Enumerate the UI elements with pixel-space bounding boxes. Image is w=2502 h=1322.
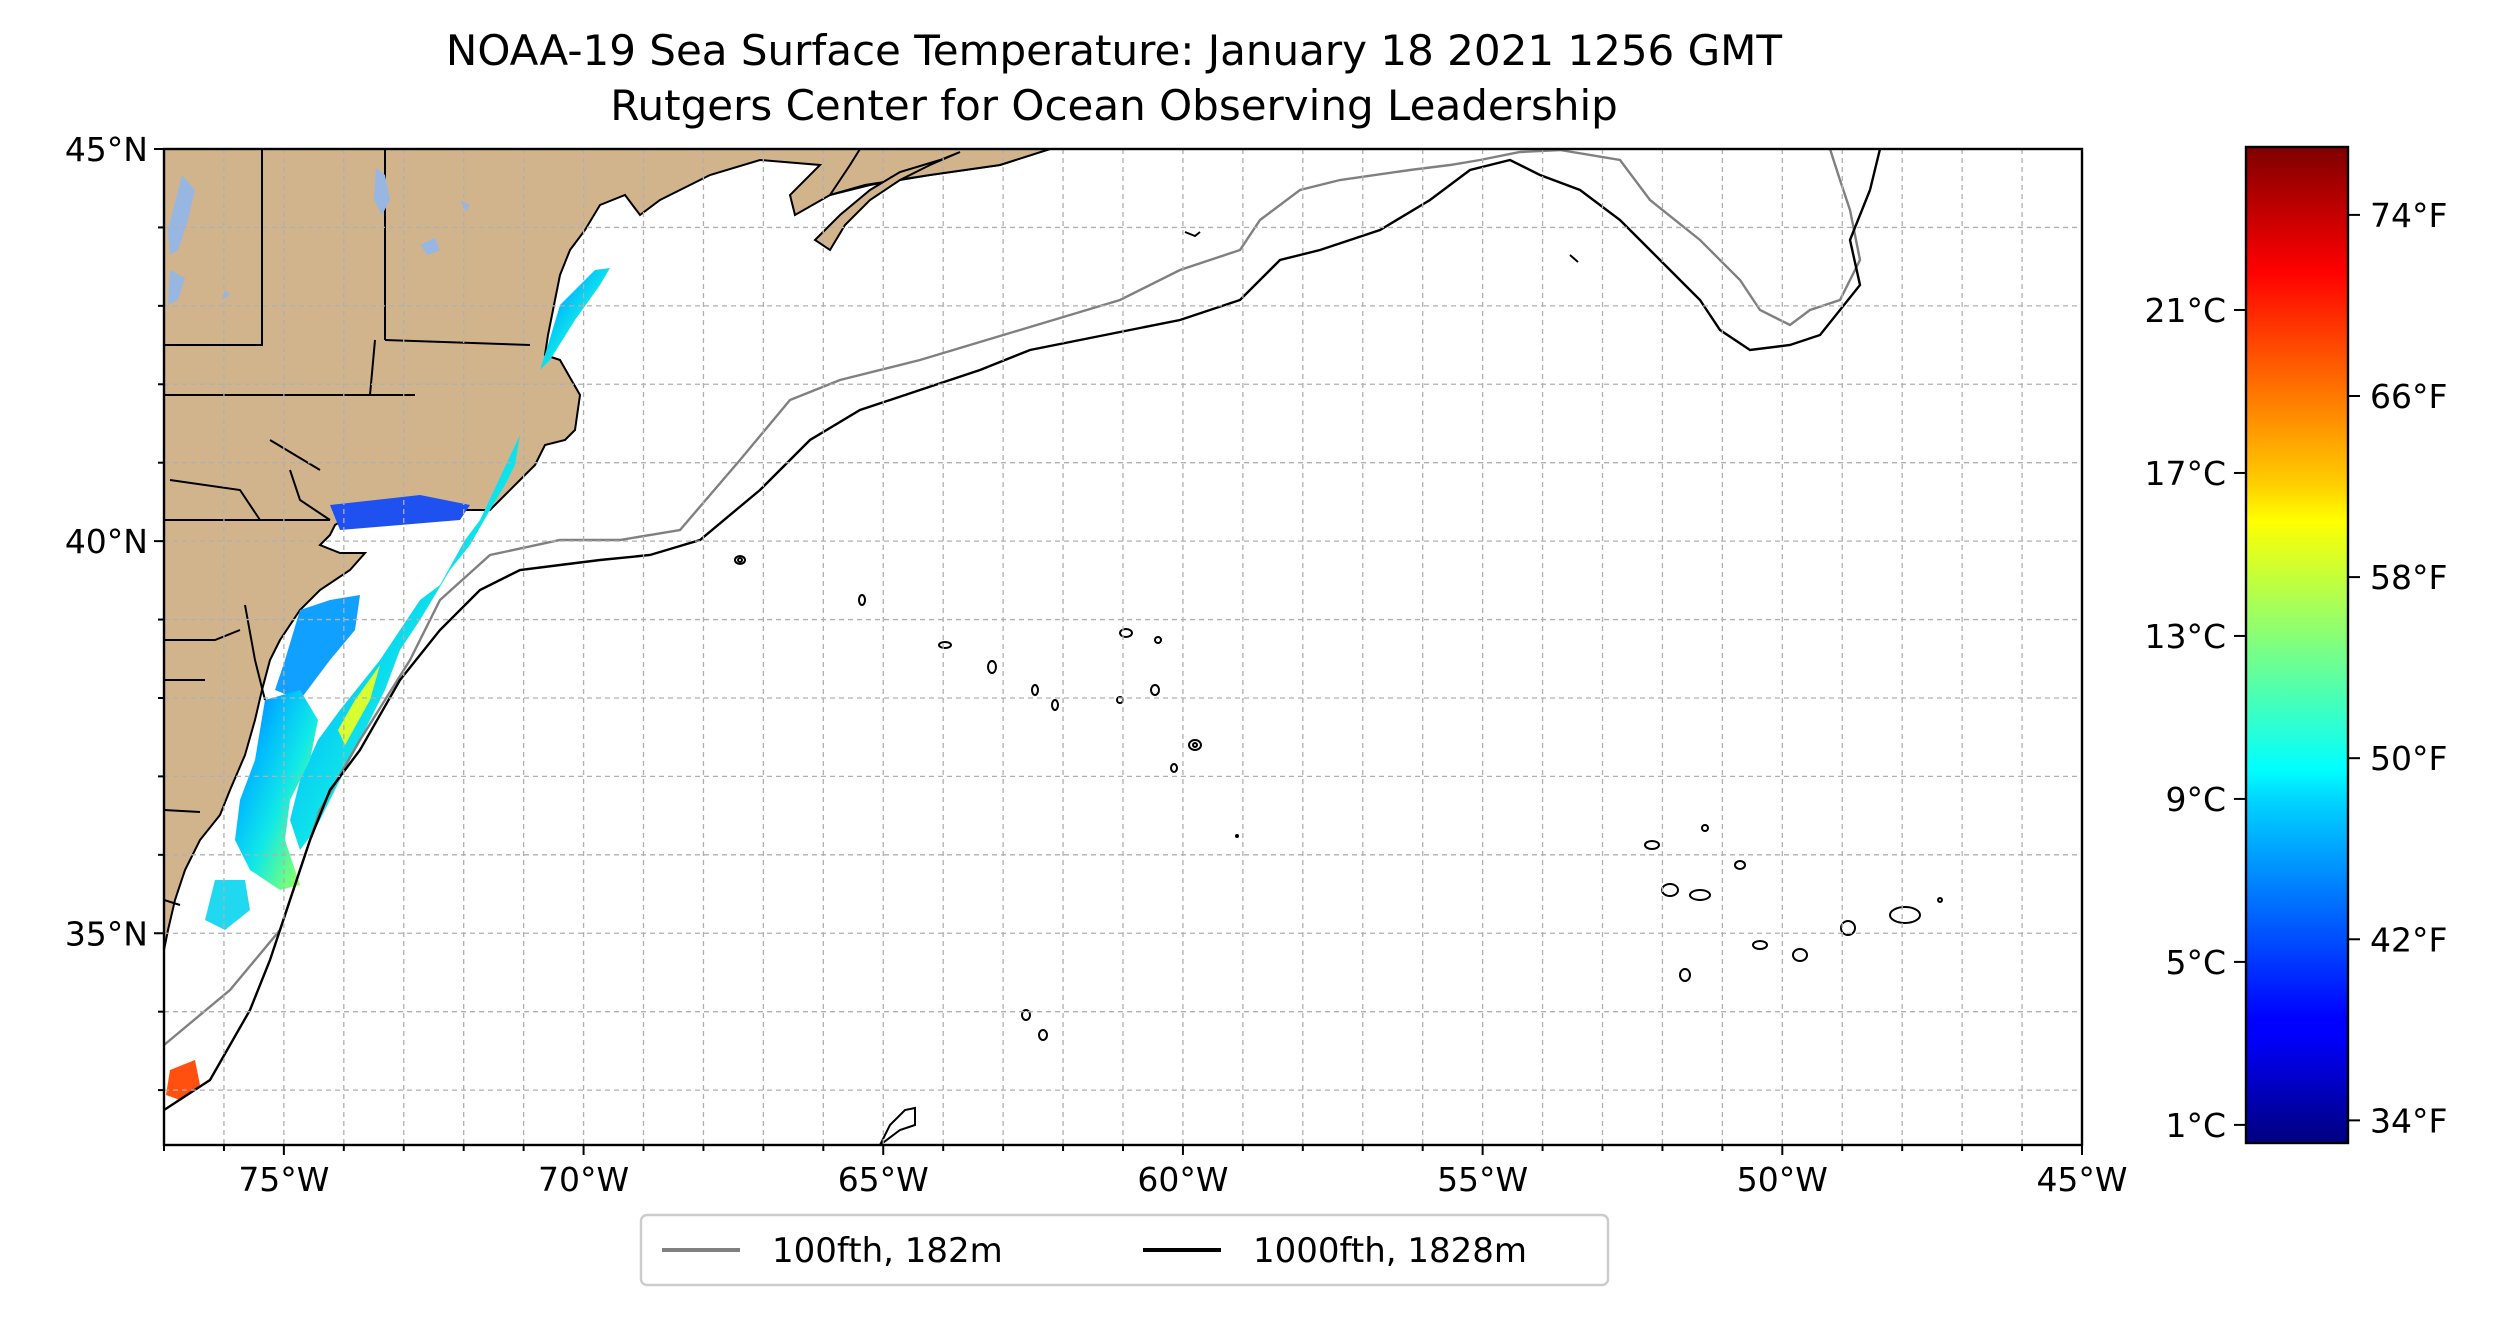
x-tick-label: 65°W — [838, 1160, 929, 1199]
sst-swath-yellow-edge — [338, 665, 380, 745]
sst-swath-north — [540, 268, 610, 370]
sst-swath-central — [290, 435, 520, 850]
x-tick-label: 55°W — [1437, 1160, 1528, 1199]
colorbar-fahrenheit-label: 50°F — [2370, 739, 2447, 778]
contour-1000fth — [164, 149, 1882, 1112]
land-cape-breton — [813, 151, 961, 252]
sst-swath-south — [235, 690, 318, 890]
colorbar-celsius-label: 21°C — [2144, 291, 2226, 330]
sst-swath — [166, 268, 610, 1100]
colorbar-fahrenheit-label: 58°F — [2370, 558, 2447, 597]
colorbar-fahrenheit-label: 74°F — [2370, 196, 2447, 235]
y-tick-label: 35°N — [65, 914, 148, 953]
colorbar: 1°C 5°C 9°C 13°C 17°C 21°C 34°F 42°F 50°F 58°F 66… — [2144, 145, 2447, 1145]
colorbar-celsius-label: 1°C — [2165, 1106, 2226, 1145]
contour-100fth — [164, 149, 1862, 1046]
sst-swath-southtip — [205, 880, 250, 930]
x-tick-label: 70°W — [538, 1160, 629, 1199]
x-tick-label: 50°W — [1737, 1160, 1828, 1199]
map-title-line2: Rutgers Center for Ocean Observing Leade… — [610, 81, 1618, 130]
colorbar-fahrenheit-axis: 34°F 42°F 50°F 58°F 66°F 74°F — [2348, 196, 2447, 1140]
legend-label-100fth: 100fth, 182m — [772, 1231, 1003, 1271]
x-tick-label: 60°W — [1137, 1160, 1228, 1199]
colorbar-celsius-label: 13°C — [2144, 617, 2226, 656]
colorbar-fahrenheit-label: 42°F — [2370, 920, 2447, 959]
colorbar-celsius-label: 9°C — [2165, 780, 2226, 819]
map-title-line1: NOAA-19 Sea Surface Temperature: January… — [446, 26, 1783, 75]
legend-box — [639, 1213, 1610, 1287]
colorbar-celsius-label: 5°C — [2165, 943, 2226, 982]
latitude-axis: 45°N 40°N 35°N — [65, 130, 164, 1092]
colorbar-celsius-label: 17°C — [2144, 454, 2226, 493]
state-borders — [164, 149, 531, 906]
y-tick-label: 40°N — [65, 522, 148, 561]
x-tick-label: 45°W — [2036, 1160, 2127, 1199]
gridlines — [164, 149, 2082, 1145]
colorbar-celsius-axis: 1°C 5°C 9°C 13°C 17°C 21°C — [2144, 291, 2246, 1145]
colorbar-fahrenheit-label: 34°F — [2370, 1101, 2447, 1140]
colorbar-fahrenheit-label: 66°F — [2370, 377, 2447, 416]
colorbar-gradient — [2244, 145, 2350, 1145]
legend: 100fth, 182m 1000fth, 1828m — [639, 1213, 1610, 1287]
land-nova-scotia — [827, 149, 1051, 197]
sst-swath-bays — [330, 495, 470, 530]
map-area: 75°W 70°W 65°W 60°W 55°W 50°W 45°W 45°N 40°N 35°… — [65, 130, 2128, 1199]
seamounts — [734, 231, 1943, 1145]
sst-swath-chesapeake — [275, 595, 360, 700]
y-tick-label: 45°N — [65, 130, 148, 169]
x-tick-label: 75°W — [238, 1160, 329, 1199]
lakes — [168, 168, 470, 305]
legend-label-1000fth: 1000fth, 1828m — [1253, 1231, 1527, 1271]
land-us-east-coast — [164, 149, 1051, 951]
longitude-axis: 75°W 70°W 65°W 60°W 55°W 50°W 45°W — [163, 1145, 2128, 1199]
